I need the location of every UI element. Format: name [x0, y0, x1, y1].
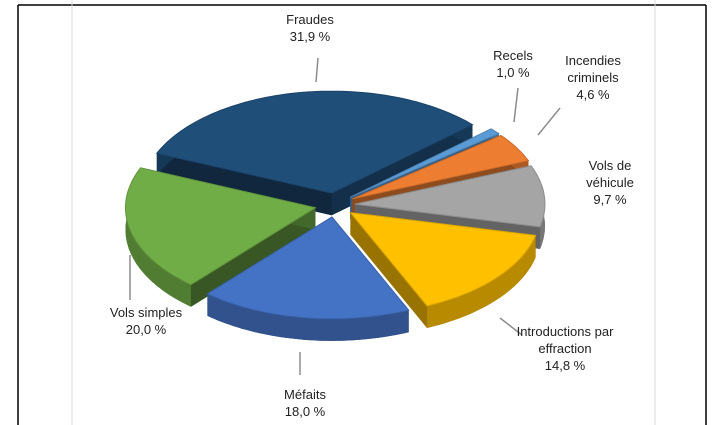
category-label: Introductions par effraction — [516, 324, 614, 356]
slice — [349, 211, 537, 307]
category-label: Méfaits — [284, 387, 326, 402]
category-label: Vols simples — [109, 305, 183, 320]
slice-side — [350, 212, 428, 328]
label: Incendies criminels 4,6 % — [553, 52, 633, 103]
label: Introductions par effraction 14,8 % — [515, 323, 615, 374]
value-label: 9,7 % — [593, 192, 627, 207]
leader — [537, 107, 561, 136]
leader-lines — [129, 57, 561, 375]
plot-frame — [71, 0, 656, 425]
slice — [155, 90, 474, 194]
slice — [354, 165, 546, 228]
leader — [315, 57, 319, 83]
label: Fraudes 31,9 % — [265, 11, 355, 45]
category-label: Vols de véhicule — [586, 158, 634, 190]
slice-side — [190, 207, 316, 307]
leader — [499, 317, 523, 336]
value-label: 14,8 % — [544, 358, 586, 373]
slice-side — [156, 153, 332, 216]
category-label: Recels — [493, 48, 533, 63]
slice — [125, 167, 317, 286]
label: Vols simples 20,0 % — [96, 304, 196, 338]
leader — [513, 87, 519, 123]
value-label: 31,9 % — [289, 29, 331, 44]
value-label: 1,0 % — [496, 65, 530, 80]
label: Recels 1,0 % — [478, 47, 548, 81]
slice — [206, 216, 410, 320]
value-label: 4,6 % — [576, 87, 610, 102]
value-label: 20,0 % — [125, 322, 167, 337]
value-label: 18,0 % — [284, 404, 326, 419]
slice — [349, 128, 500, 198]
pie — [125, 90, 546, 341]
label: Vols de véhicule 9,7 % — [575, 157, 645, 208]
category-label: Incendies criminels — [565, 53, 621, 85]
label: Méfaits 18,0 % — [265, 386, 345, 420]
slice-wall — [427, 235, 536, 328]
slice-wall — [207, 293, 409, 341]
slice — [352, 134, 530, 200]
category-label: Fraudes — [286, 12, 334, 27]
